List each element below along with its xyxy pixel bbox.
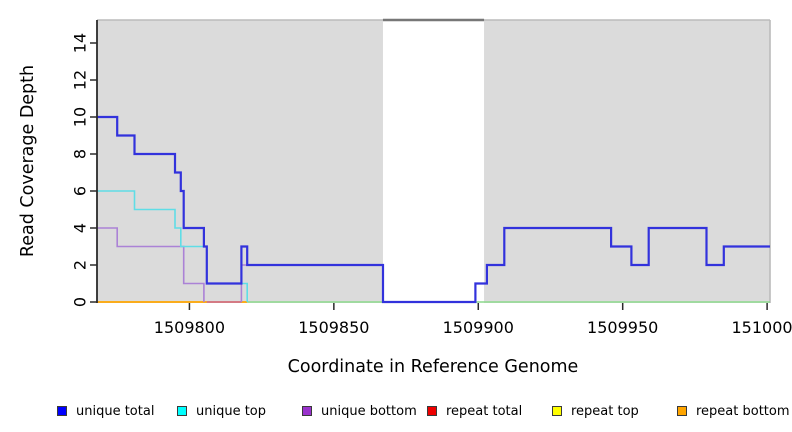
legend-swatch-repeat-bottom	[677, 406, 687, 416]
y-tick-label: 12	[71, 70, 90, 90]
unique-total-line-0	[97, 115, 770, 304]
y-tick-label: 0	[71, 297, 90, 307]
legend-label-repeat-top: repeat top	[571, 403, 639, 419]
legend-swatch-unique-bottom	[302, 406, 312, 416]
y-tick-label: 4	[71, 223, 90, 233]
legend-item-unique-bottom: unique bottom	[302, 401, 417, 421]
legend-swatch-unique-total	[57, 406, 67, 416]
legend-item-unique-top: unique top	[177, 401, 266, 421]
legend-item-repeat-bottom: repeat bottom	[677, 401, 790, 421]
legend-swatch-repeat-top	[552, 406, 562, 416]
x-tick-label: 1509900	[443, 318, 514, 337]
x-tick-label: 1509850	[298, 318, 369, 337]
x-tick-label: 1509950	[587, 318, 658, 337]
y-tick-label: 14	[71, 33, 90, 53]
legend-label-unique-top: unique top	[196, 403, 267, 419]
y-tick-label: 8	[71, 149, 90, 159]
legend-label-repeat-bottom: repeat bottom	[696, 403, 790, 419]
x-axis-title: Coordinate in Reference Genome	[288, 357, 579, 377]
legend-label-repeat-total: repeat total	[446, 403, 523, 419]
y-tick-label: 6	[71, 186, 90, 196]
y-tick-label: 10	[71, 107, 90, 127]
legend-swatch-unique-top	[177, 406, 187, 416]
legend-item-repeat-top: repeat top	[552, 401, 639, 421]
legend-swatch-repeat-total	[427, 406, 437, 416]
legend: unique total unique top unique bottom re…	[0, 401, 792, 425]
legend-label-unique-bottom: unique bottom	[321, 403, 417, 419]
legend-item-repeat-total: repeat total	[427, 401, 522, 421]
x-tick-label: 1509800	[154, 318, 225, 337]
y-tick-label: 2	[71, 260, 90, 270]
legend-item-unique-total: unique total	[57, 401, 154, 421]
x-tick-label: 1510000	[731, 318, 792, 337]
y-axis-title: Read Coverage Depth	[18, 65, 38, 257]
highlight-region	[382, 20, 485, 303]
legend-label-unique-total: unique total	[76, 403, 155, 419]
